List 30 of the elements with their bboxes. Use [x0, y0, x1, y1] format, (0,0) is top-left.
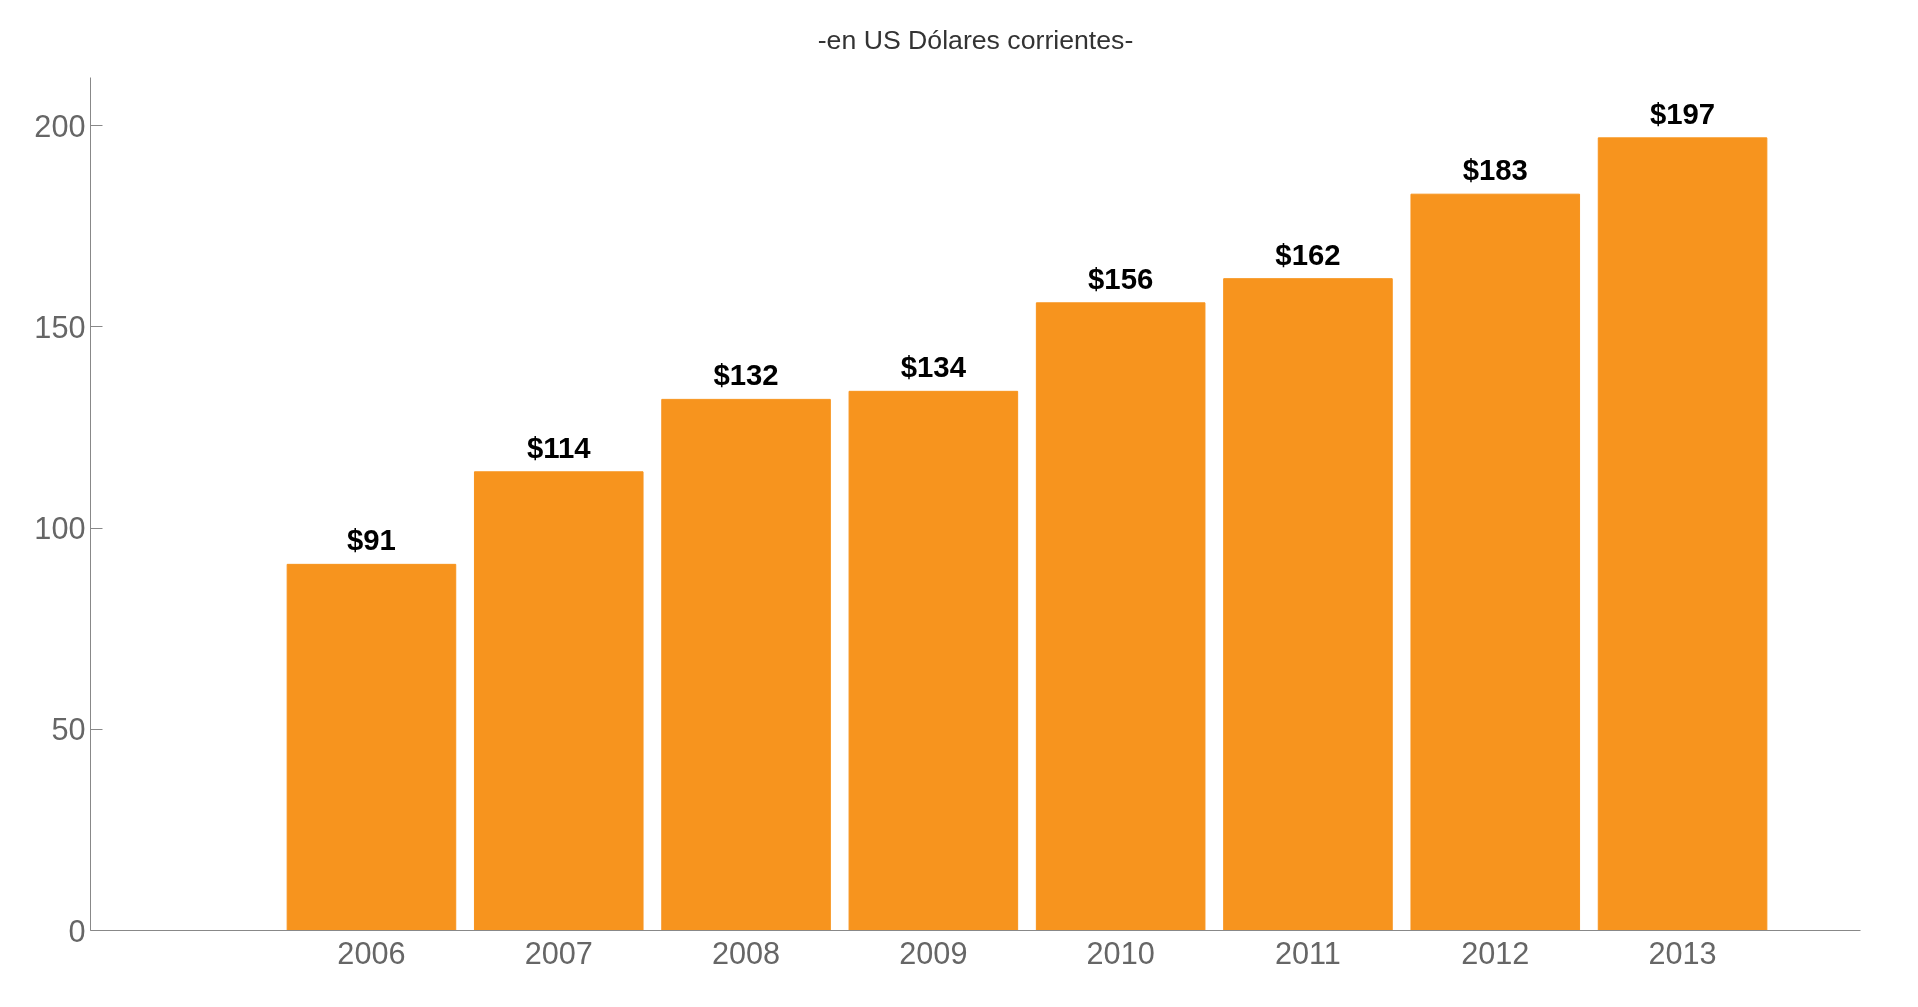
data-label: $183 — [1462, 153, 1528, 187]
data-label: $162 — [1275, 237, 1341, 271]
chart-subtitle: -en US Dólares corrientes- — [817, 25, 1134, 55]
y-tick-label: 50 — [51, 712, 86, 747]
bar — [286, 563, 457, 931]
bar — [661, 398, 831, 931]
bar — [473, 471, 644, 931]
data-label: $134 — [900, 350, 967, 384]
bar — [1597, 137, 1768, 931]
data-label: $132 — [713, 358, 779, 392]
x-tick-label: 2011 — [1275, 935, 1341, 970]
data-label: $91 — [346, 523, 396, 557]
data-label: $156 — [1088, 261, 1154, 295]
x-tick-label: 2009 — [899, 935, 968, 970]
x-tick-label: 2006 — [337, 935, 406, 970]
x-tick-label: 2010 — [1086, 935, 1155, 970]
bar — [1035, 302, 1206, 931]
y-tick-label: 100 — [34, 511, 86, 546]
bar — [1223, 278, 1393, 931]
x-tick-label: 2013 — [1648, 935, 1717, 970]
x-tick-label: 2008 — [711, 935, 781, 970]
y-tick-label: 150 — [34, 309, 86, 344]
bar — [848, 390, 1019, 931]
x-tick-label: 2012 — [1461, 935, 1530, 970]
y-tick-label: 0 — [68, 913, 86, 948]
x-tick-label: 2007 — [524, 935, 593, 970]
data-label: $197 — [1649, 96, 1716, 130]
bar — [1410, 193, 1581, 931]
y-tick-label: 200 — [34, 108, 86, 143]
data-label: $114 — [526, 430, 592, 464]
